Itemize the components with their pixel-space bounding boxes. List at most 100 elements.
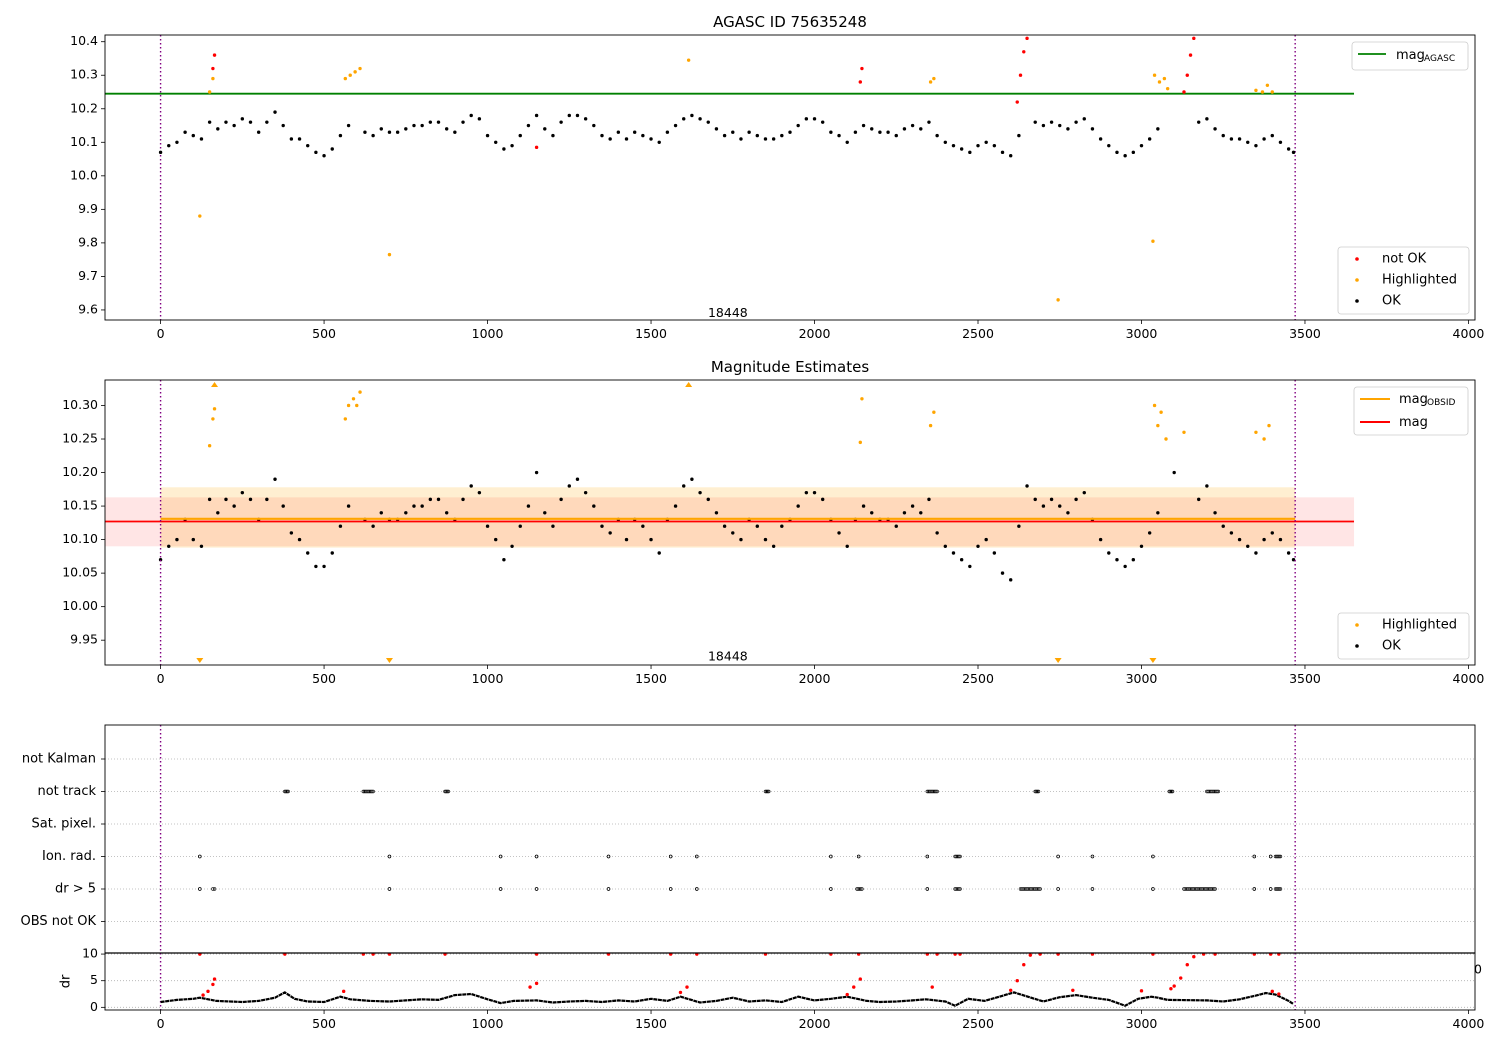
data-point [739,137,743,141]
data-point [1098,537,1103,542]
data-point [379,511,383,515]
data-point [1172,470,1176,475]
data-point [624,537,629,542]
data-point [420,504,424,508]
data-point [477,117,482,121]
data-point [682,484,686,488]
data-point [351,397,356,401]
data-point [207,90,212,94]
data-point [1156,127,1160,131]
flag-point [284,789,288,794]
data-point [567,484,571,488]
flag-point [286,789,290,794]
data-point [444,127,449,131]
data-point [1260,90,1265,94]
data-point [412,504,416,508]
flag-point [1275,854,1279,859]
data-point [992,143,997,148]
data-point [1017,524,1021,528]
y-tick-label: 10.1 [70,134,98,149]
y-tick-label: 10.2 [70,100,98,115]
data-point [1213,511,1217,515]
flag-row-label: OBS not OK [21,914,97,929]
data-point [1164,437,1168,441]
dr-not-ok-point [1151,953,1155,956]
dr-not-ok-point [1009,988,1013,992]
flag-point [212,887,217,891]
y-tick-label: 10.00 [62,598,98,613]
data-point [256,130,261,134]
flag-point [958,887,962,891]
data-point [534,113,539,118]
data-point [673,504,678,508]
data-point [731,130,735,134]
data-point [346,504,351,508]
data-point [1041,123,1046,128]
x-tick-label: 1000 [472,671,504,686]
data-point [657,140,661,144]
data-point [755,524,760,528]
data-point [551,524,555,528]
dr-not-ok-point [953,953,957,956]
data-point [1254,430,1258,435]
data-point [616,130,621,134]
data-point [690,113,694,118]
data-point [1237,537,1242,542]
y-tick-label: 9.6 [78,301,98,316]
flag-point [283,789,287,794]
x-tick-label: 2000 [799,671,831,686]
dr-not-ok-point [341,989,346,994]
y-tick-label: 10.15 [62,498,98,513]
flag-row-label: Sat. pixel. [32,817,96,832]
data-point [199,544,204,549]
data-point [641,524,645,528]
data-point [330,551,334,555]
data-point [968,564,972,569]
flag-point [1278,887,1283,891]
data-point [649,537,653,542]
flag-point [955,887,960,891]
x-tick-label: 0 [157,671,165,686]
data-point [306,551,310,555]
y-tick-label: 10.0 [70,167,98,182]
data-point [1270,90,1274,94]
data-point [649,137,653,141]
data-point [175,537,179,542]
data-point [657,551,661,555]
flag-point [534,887,539,891]
line-legend [1351,41,1469,71]
data-point [371,133,375,138]
flag-point [857,887,862,891]
legend-label: OK [1382,639,1401,654]
data-point [853,130,858,134]
data-point [600,524,604,528]
data-point [943,544,948,549]
dr-not-ok-point [1139,989,1144,993]
data-point [860,66,864,71]
flag-point [1151,854,1155,859]
x-tick-label: 1500 [635,1016,667,1031]
data-point [927,497,931,502]
data-point [861,123,866,128]
flag-point [1090,887,1095,891]
data-point [984,140,988,144]
flag-point [767,789,771,794]
data-point [714,511,719,515]
flag-point [445,789,449,794]
flag-point [1168,789,1173,794]
data-point [420,123,424,128]
data-point [175,140,179,144]
data-point [322,564,326,569]
data-point [167,544,171,549]
flag-point [1170,789,1175,794]
data-point [1025,484,1029,488]
data-point [1237,137,1242,141]
data-point [1017,133,1021,138]
flag-point [763,789,768,794]
data-point [502,558,506,562]
dr-not-ok-point [1090,953,1095,956]
data-point [191,133,195,138]
flag-point [829,887,833,891]
legend-marker [1355,299,1359,303]
flag-point [443,789,447,794]
